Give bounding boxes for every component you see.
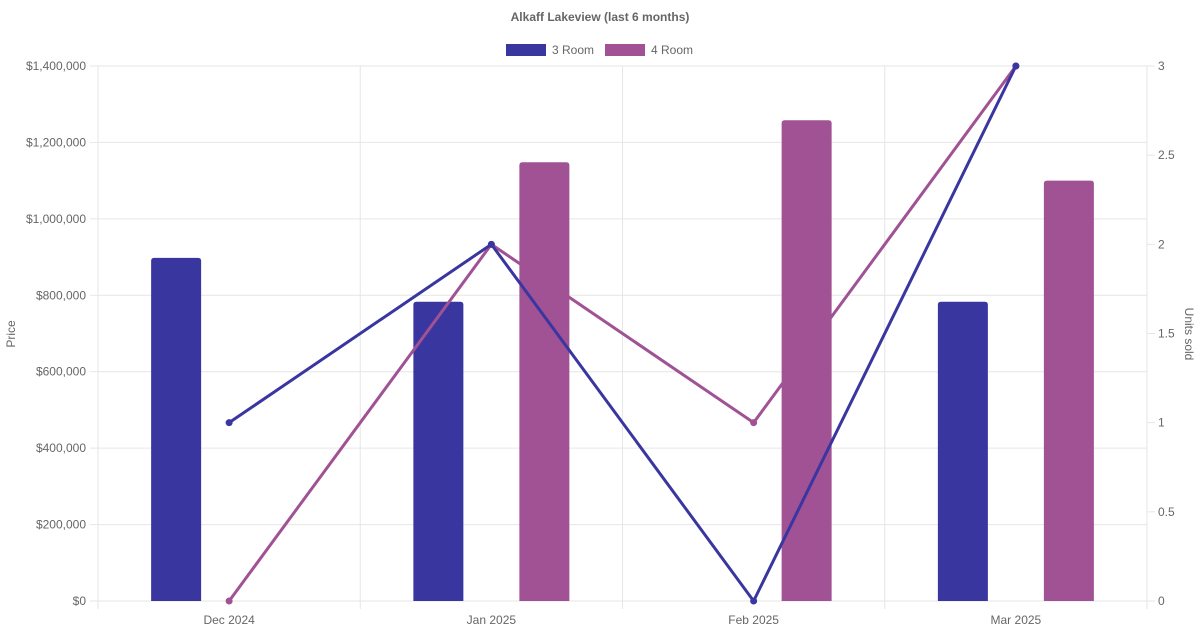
y-axis-ticks: $0 $200,000 $400,000 $600,000 $800,000 $1,000… xyxy=(26,59,98,608)
legend-item-3-room[interactable]: 3 Room xyxy=(506,43,594,57)
bar-series xyxy=(151,120,1094,602)
point-units-3-room-mar-2025[interactable] xyxy=(1012,62,1020,70)
legend-swatch-4-room xyxy=(605,44,645,56)
legend-swatch-3-room xyxy=(506,44,546,56)
y2-tick-label: 2 xyxy=(1158,237,1165,251)
gridlines xyxy=(97,65,1148,609)
bar-4-room-jan-2025[interactable] xyxy=(519,162,570,602)
point-units-3-room-jan-2025[interactable] xyxy=(487,240,495,248)
y2-tick-label: 0.5 xyxy=(1158,505,1175,519)
line-series xyxy=(225,62,1020,605)
y-tick-label: $800,000 xyxy=(36,288,86,302)
x-tick-label: Dec 2024 xyxy=(203,613,255,627)
point-units-4-room-dec-2024[interactable] xyxy=(225,597,233,605)
bar-3-room-jan-2025[interactable] xyxy=(413,301,464,601)
y-tick-label: $400,000 xyxy=(36,441,86,455)
x-axis-ticks: Dec 2024 Jan 2025 Feb 2025 Mar 2025 xyxy=(203,613,1041,627)
chart-title: Alkaff Lakeview (last 6 months) xyxy=(511,10,690,24)
x-tick-label: Jan 2025 xyxy=(467,613,517,627)
y2-tick-label: 1 xyxy=(1158,416,1165,430)
y2-tick-label: 0 xyxy=(1158,594,1165,608)
legend: 3 Room 4 Room xyxy=(506,43,693,57)
line-units-3-room[interactable] xyxy=(228,65,1018,603)
y-tick-label: $1,400,000 xyxy=(26,59,86,73)
y2-tick-label: 1.5 xyxy=(1158,327,1175,341)
bar-3-room-mar-2025[interactable] xyxy=(937,301,988,601)
x-tick-label: Mar 2025 xyxy=(991,613,1042,627)
y2-axis-ticks: 0 0.5 1 1.5 2 2.5 3 xyxy=(1147,59,1175,608)
x-tick-label: Feb 2025 xyxy=(728,613,779,627)
point-units-3-room-feb-2025[interactable] xyxy=(750,597,758,605)
legend-item-4-room[interactable]: 4 Room xyxy=(605,43,693,57)
y2-tick-label: 3 xyxy=(1158,59,1165,73)
y-tick-label: $200,000 xyxy=(36,518,86,532)
y-tick-label: $1,000,000 xyxy=(26,212,86,226)
y-axis-title: Price xyxy=(4,320,18,348)
y-tick-label: $600,000 xyxy=(36,365,86,379)
legend-label-3-room: 3 Room xyxy=(552,43,594,57)
y-tick-label: $1,200,000 xyxy=(26,135,86,149)
point-units-3-room-dec-2024[interactable] xyxy=(225,419,233,427)
y2-axis-title: Units sold xyxy=(1182,308,1196,361)
point-units-4-room-feb-2025[interactable] xyxy=(750,419,758,427)
bar-4-room-mar-2025[interactable] xyxy=(1043,180,1094,601)
y2-tick-label: 2.5 xyxy=(1158,148,1175,162)
y-tick-label: $0 xyxy=(73,594,87,608)
line-units-4-room[interactable] xyxy=(227,65,1018,602)
legend-label-4-room: 4 Room xyxy=(651,43,693,57)
bar-4-room-feb-2025[interactable] xyxy=(781,120,832,601)
bar-3-room-dec-2024[interactable] xyxy=(151,257,202,601)
